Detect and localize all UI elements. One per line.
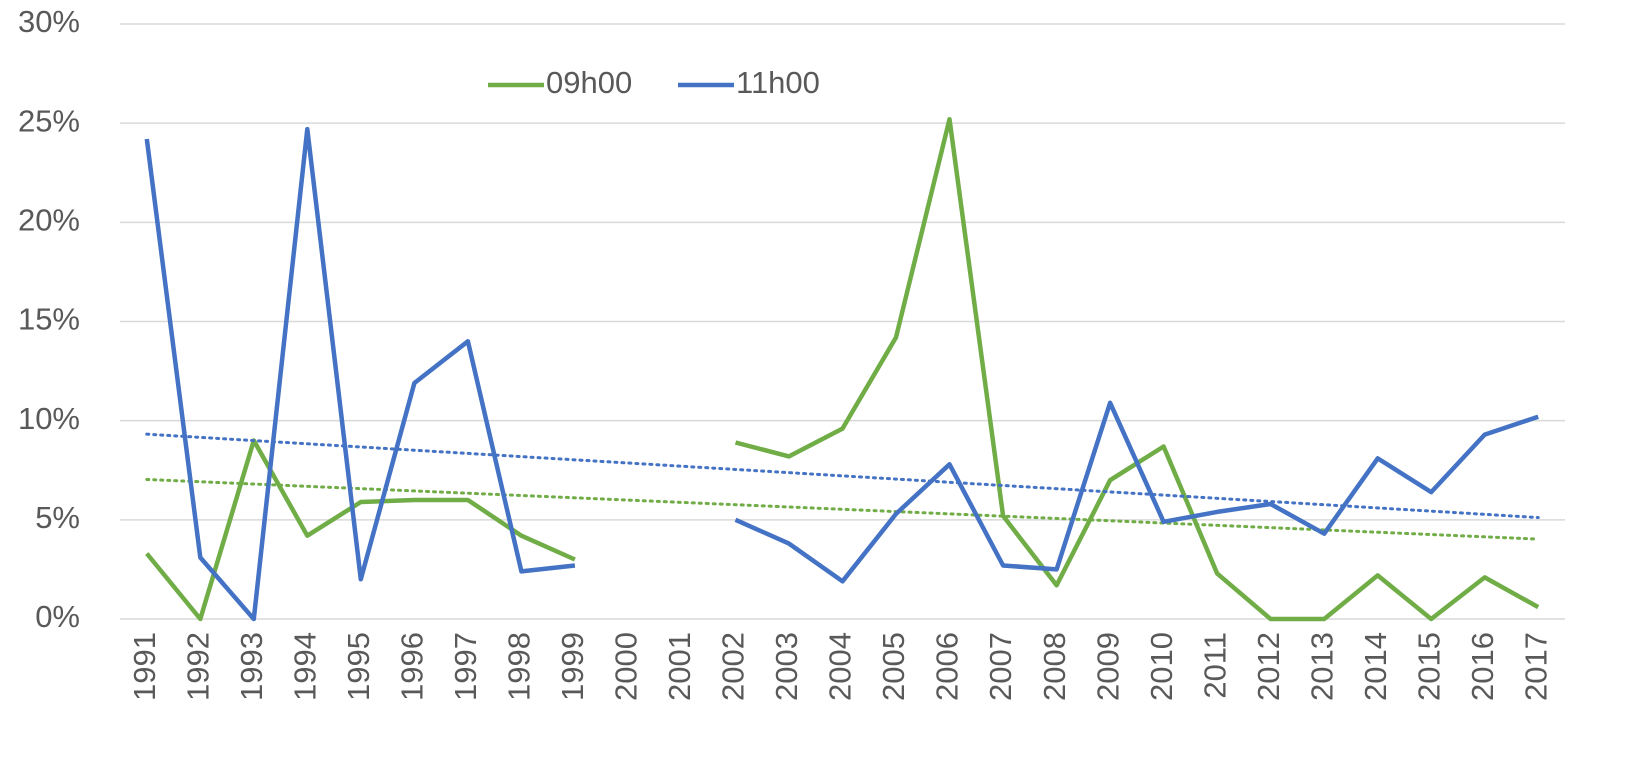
x-tick-label: 2006 [930,632,965,701]
x-tick-label: 2001 [662,632,697,701]
x-tick-label: 2005 [876,632,911,701]
x-tick-label: 1999 [555,632,590,701]
x-tick-label: 1997 [448,632,483,701]
x-tick-label: 1993 [234,632,269,701]
y-tick-label: 15% [18,302,80,337]
x-tick-label: 2002 [716,632,751,701]
x-tick-label: 2013 [1304,632,1339,701]
x-tick-label: 1994 [288,632,323,701]
trendline [145,432,1540,520]
x-tick-label: 2012 [1251,632,1286,701]
x-tick-label: 2008 [1037,632,1072,701]
y-tick-label: 25% [18,103,80,138]
x-tick-label: 2017 [1518,632,1553,701]
x-tick-label: 2010 [1144,632,1179,701]
x-tick-label: 1995 [341,632,376,701]
x-tick-label: 2016 [1465,632,1500,701]
legend-label: 11h00 [736,65,820,100]
y-tick-label: 10% [18,401,80,436]
data-line [144,126,1539,622]
x-tick-label: 1996 [395,632,430,701]
legend-label: 09h00 [546,65,632,100]
y-tick-label: 5% [35,500,80,535]
x-tick-label: 2014 [1358,632,1393,701]
x-tick-label: 2009 [1090,632,1125,701]
y-tick-label: 30% [18,4,80,39]
x-tick-label: 2011 [1197,632,1232,699]
y-tick-label: 20% [18,203,80,238]
x-tick-label: 1992 [180,632,215,701]
x-tick-label: 2007 [983,632,1018,701]
trendline [145,477,1540,541]
x-tick-label: 2003 [769,632,804,701]
y-tick-label: 0% [35,599,80,634]
x-tick-label: 1998 [502,632,537,701]
x-tick-label: 2004 [823,632,858,701]
x-tick-label: 1991 [127,632,162,701]
x-tick-label: 2000 [609,632,644,701]
x-tick-label: 2015 [1411,632,1446,701]
